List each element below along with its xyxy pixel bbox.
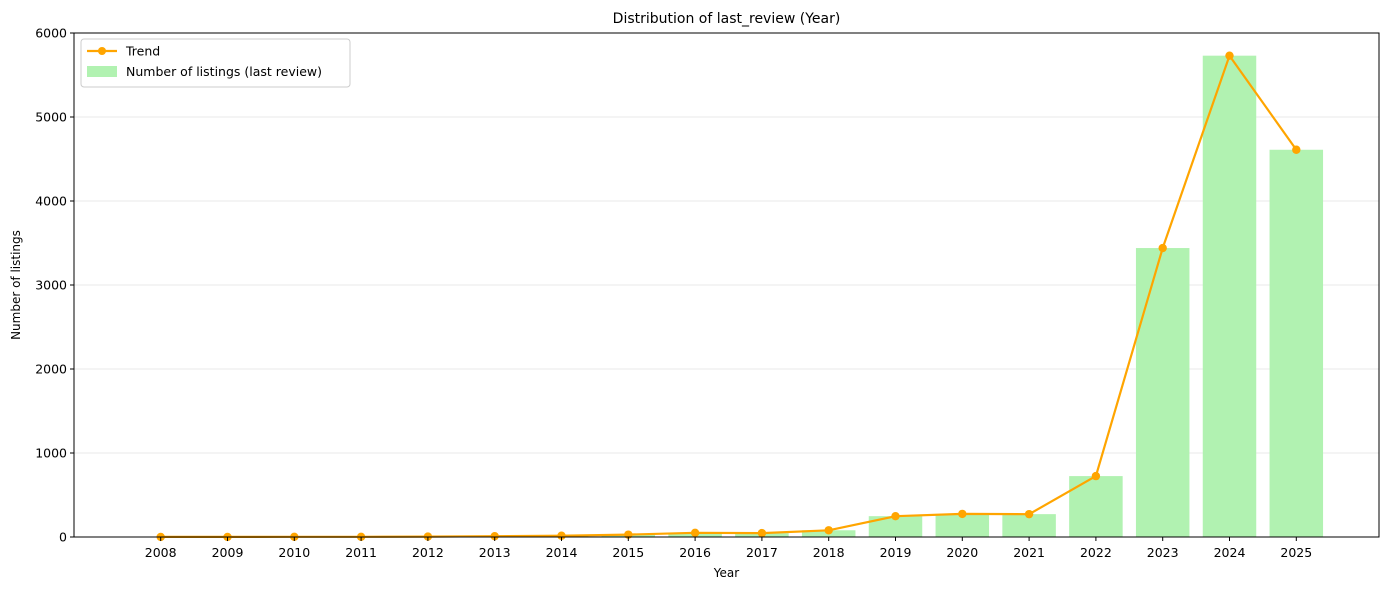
bar <box>935 513 990 537</box>
x-axis-label: Year <box>713 566 739 580</box>
bar <box>1202 55 1257 538</box>
legend-bar-label: Number of listings (last review) <box>126 64 322 79</box>
bar <box>1269 149 1324 537</box>
bar <box>1069 476 1123 537</box>
x-tick-label: 2010 <box>278 545 310 560</box>
x-tick-label: 2012 <box>412 545 444 560</box>
bar-series <box>133 55 1324 538</box>
trend-series <box>156 51 1301 542</box>
trend-point <box>958 509 967 519</box>
legend-trend-marker <box>98 47 106 55</box>
trend-point <box>1158 243 1167 253</box>
x-tick-label: 2019 <box>880 545 912 560</box>
x-tick-label: 2008 <box>145 545 177 560</box>
x-tick-label: 2018 <box>813 545 845 560</box>
chart-title: Distribution of last_review (Year) <box>613 11 841 27</box>
y-axis-label: Number of listings <box>9 230 23 340</box>
y-tick-label: 2000 <box>35 362 67 377</box>
x-tick-label: 2013 <box>479 545 511 560</box>
x-tick-label: 2014 <box>546 545 578 560</box>
x-tick-label: 2024 <box>1214 545 1246 560</box>
trend-point <box>824 526 833 535</box>
bar <box>1002 514 1056 537</box>
trend-point <box>557 531 566 540</box>
y-tick-label: 1000 <box>35 446 67 461</box>
x-tick-label: 2021 <box>1013 545 1045 560</box>
legend-frame <box>80 38 351 88</box>
x-tick-label: 2016 <box>679 545 711 560</box>
x-tick-label: 2022 <box>1080 545 1112 560</box>
x-tick-label: 2017 <box>746 545 778 560</box>
x-tick-label: 2011 <box>345 545 377 560</box>
trend-point <box>1292 145 1301 154</box>
trend-point <box>1024 509 1034 519</box>
y-tick-label: 5000 <box>35 110 67 125</box>
y-tick-label: 4000 <box>35 194 67 209</box>
legend: Trend Number of listings (last review) <box>80 38 351 88</box>
y-tick-label: 3000 <box>35 278 67 293</box>
bar <box>1135 248 1190 538</box>
x-tick-label: 2015 <box>612 545 644 560</box>
axes: 0 1000 2000 3000 4000 5000 6000 2008 2009 2010 201… <box>35 26 1380 560</box>
legend-trend-label: Trend <box>125 44 160 59</box>
y-tick-label: 6000 <box>35 26 67 41</box>
trend-point <box>891 511 900 521</box>
x-tick-label: 2020 <box>946 545 978 560</box>
y-tick-label: 0 <box>59 530 67 545</box>
trend-point <box>490 531 499 541</box>
trend-line <box>160 54 1298 539</box>
bar <box>868 516 923 537</box>
trend-point <box>1225 51 1234 60</box>
x-tick-label: 2009 <box>212 545 244 560</box>
trend-point <box>1091 471 1101 481</box>
legend-bar-swatch <box>87 66 117 77</box>
trend-point <box>757 528 767 538</box>
x-tick-label: 2023 <box>1147 545 1179 560</box>
x-tick-label: 2025 <box>1280 545 1312 560</box>
trend-point <box>690 528 700 537</box>
